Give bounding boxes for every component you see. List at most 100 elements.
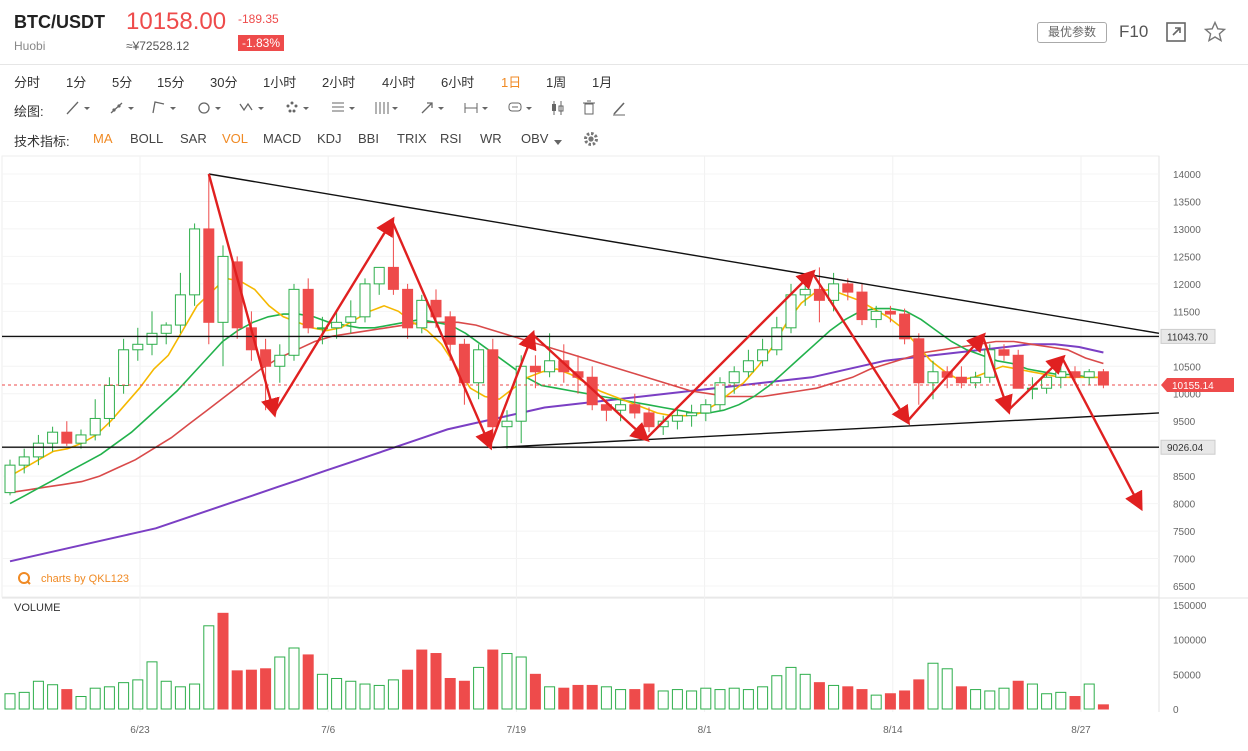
volume-bar-40	[572, 684, 584, 710]
period-tab-5[interactable]: 1小时	[263, 75, 297, 90]
ma5-line	[9, 277, 1104, 477]
volume-bar-67	[955, 686, 967, 710]
trash-icon[interactable]	[580, 98, 608, 118]
indicator-obv[interactable]: OBV	[521, 131, 549, 146]
volume-bar-3	[47, 684, 59, 710]
wave-arrow-3	[488, 329, 537, 447]
candle-body	[771, 327, 783, 351]
ma60-line	[9, 343, 1104, 563]
arrow-tool-icon[interactable]	[418, 98, 446, 118]
wave-arrow-7	[906, 332, 986, 422]
candle-body	[586, 376, 598, 406]
date-tick-5: 8/27	[1071, 725, 1091, 736]
ray-tool-icon[interactable]	[108, 98, 136, 118]
range-tool-icon[interactable]	[462, 98, 490, 118]
candle-49	[700, 399, 712, 422]
volume-bar-53	[757, 686, 769, 710]
volume-bar-34	[487, 649, 499, 710]
price-change: -189.35	[238, 12, 279, 26]
indicator-rsi[interactable]: RSI	[440, 131, 462, 146]
period-tab-8[interactable]: 6小时	[441, 75, 475, 90]
candle-body	[643, 412, 655, 428]
period-tab-3[interactable]: 15分	[157, 75, 185, 90]
candle-body	[75, 434, 87, 444]
indicator-trix[interactable]: TRIX	[397, 131, 427, 146]
candle-body	[132, 343, 144, 351]
indicator-sar[interactable]: SAR	[180, 131, 207, 146]
indicator-kdj[interactable]: KDJ	[317, 131, 342, 146]
volume-tick-1: 100000	[1173, 636, 1207, 647]
favorite-star-icon[interactable]	[1203, 20, 1227, 44]
period-tab-9[interactable]: 1日	[501, 75, 522, 90]
indicator-macd[interactable]: MACD	[263, 131, 302, 146]
period-tab-4[interactable]: 30分	[210, 75, 238, 90]
period-tab-2[interactable]: 5分	[112, 75, 133, 90]
price-chart[interactable]: 1400013500130001250012000115001100010500…	[0, 151, 1248, 751]
candle-1	[18, 448, 30, 474]
volume-bar-54	[771, 675, 783, 710]
circle-tool-icon[interactable]	[195, 98, 223, 118]
candle-body	[1012, 354, 1024, 389]
candle-69	[984, 344, 996, 383]
text-tool-icon[interactable]	[506, 98, 534, 118]
volume-bar-22	[316, 673, 328, 710]
indicator-bbi[interactable]: BBI	[358, 131, 379, 146]
f10-button[interactable]: F10	[1119, 22, 1149, 41]
fullscreen-icon[interactable]	[1164, 20, 1188, 44]
indicator-wr[interactable]: WR	[480, 131, 502, 146]
fib-tool-icon[interactable]	[329, 98, 357, 118]
volume-bar-20	[288, 647, 300, 710]
wave-arrow-8	[981, 335, 1013, 415]
candle-50	[714, 377, 726, 411]
wave-arrow-0	[207, 173, 280, 418]
period-tab-1[interactable]: 1分	[66, 75, 87, 90]
period-tab-6[interactable]: 2小时	[322, 75, 356, 90]
period-tab-7[interactable]: 4小时	[382, 75, 416, 90]
obv-dropdown-icon[interactable]	[553, 134, 563, 152]
candle-body	[785, 294, 797, 329]
period-tab-0[interactable]: 分时	[14, 75, 41, 90]
price-tick-2: 13000	[1173, 225, 1201, 236]
volume-tick-2: 50000	[1173, 670, 1201, 681]
volume-bar-21	[302, 654, 314, 710]
candle-12	[174, 272, 186, 334]
candle-71	[1012, 349, 1024, 389]
channel-tool-icon[interactable]	[372, 98, 400, 118]
candle-body	[487, 349, 499, 428]
candle-60	[856, 283, 868, 326]
candle-body	[260, 349, 272, 367]
candle-18	[260, 338, 272, 411]
candle-28	[402, 283, 414, 339]
candle-15	[217, 245, 229, 367]
candle-body	[359, 283, 371, 318]
line-tool-icon[interactable]	[64, 98, 92, 118]
candle-body	[345, 316, 357, 323]
pattern-tool-icon[interactable]	[283, 98, 311, 118]
period-tab-10[interactable]: 1周	[546, 75, 567, 90]
candle-body	[501, 420, 513, 428]
polyline-tool-icon[interactable]	[150, 98, 178, 118]
period-tab-11[interactable]: 1月	[592, 75, 613, 90]
candle-body	[32, 442, 44, 458]
settings-gear-icon[interactable]	[582, 130, 600, 148]
candle-body	[302, 288, 314, 329]
volume-bar-37	[529, 673, 541, 710]
candlesticks	[4, 174, 1109, 496]
indicator-boll[interactable]: BOLL	[130, 131, 164, 146]
volume-bar-58	[828, 684, 840, 710]
indicator-vol[interactable]: VOL	[222, 131, 249, 146]
volume-bar-24	[345, 680, 357, 710]
volume-bar-1	[18, 691, 30, 710]
last-price: 10158.00	[126, 8, 227, 35]
wave-tool-icon[interactable]	[238, 98, 266, 118]
optimal-params-button[interactable]: 最优参数	[1037, 22, 1107, 43]
candle-body	[160, 324, 172, 334]
candle-29	[416, 294, 428, 334]
pen-icon[interactable]	[610, 98, 638, 118]
candle-52	[742, 349, 754, 378]
candle-body	[629, 404, 641, 414]
volume-bar-27	[387, 679, 399, 710]
indicator-ma[interactable]: MA	[93, 131, 113, 146]
candle-tool-icon[interactable]	[549, 98, 577, 118]
candle-body	[714, 382, 726, 406]
